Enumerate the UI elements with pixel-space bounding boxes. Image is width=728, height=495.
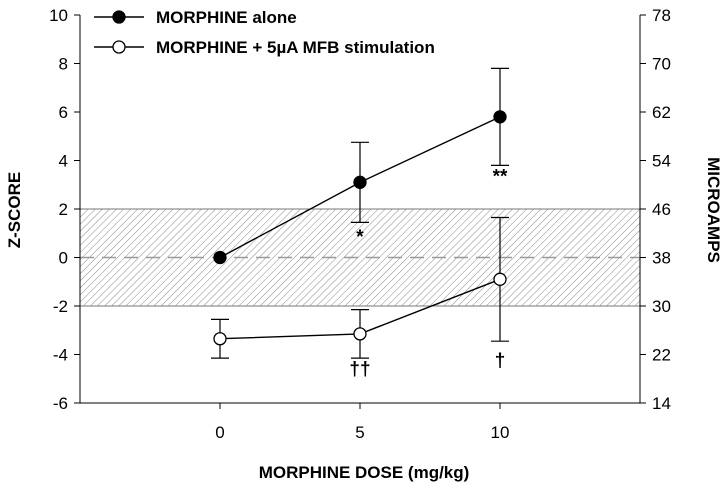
y2-tick-label: 70 bbox=[652, 55, 671, 74]
y-tick-label: 6 bbox=[59, 103, 68, 122]
data-point bbox=[493, 110, 507, 124]
series-1 bbox=[213, 67, 509, 265]
legend-label: MORPHINE + 5µA MFB stimulation bbox=[156, 38, 435, 57]
x-tick-label: 5 bbox=[355, 423, 364, 442]
series-layer bbox=[211, 67, 509, 359]
x-axis-title: MORPHINE DOSE (mg/kg) bbox=[259, 463, 470, 482]
y2-tick-label: 38 bbox=[652, 249, 671, 268]
y2-tick-label: 22 bbox=[652, 346, 671, 365]
y-tick-label: 4 bbox=[59, 152, 68, 171]
y2-tick-label: 54 bbox=[652, 152, 671, 171]
annotations-layer: ***†† † bbox=[349, 166, 508, 380]
y-tick-label: -6 bbox=[53, 394, 68, 413]
y2-tick-label: 14 bbox=[652, 394, 671, 413]
legend-entry-1: MORPHINE alone bbox=[94, 8, 297, 27]
y-tick-label: 10 bbox=[49, 6, 68, 25]
legend-marker bbox=[112, 40, 126, 54]
significance-mark: ** bbox=[493, 166, 508, 187]
y-tick-label: 2 bbox=[59, 200, 68, 219]
y-tick-label: -2 bbox=[53, 297, 68, 316]
significance-mark: † bbox=[495, 351, 506, 372]
legend: MORPHINE alone MORPHINE + 5µA MFB stimula… bbox=[94, 8, 435, 57]
legend-entry-2: MORPHINE + 5µA MFB stimulation bbox=[94, 38, 435, 57]
y2-axis-title: MICROAMPS bbox=[704, 157, 723, 263]
y2-tick-label: 78 bbox=[652, 6, 671, 25]
y-tick-label: 8 bbox=[59, 55, 68, 74]
significance-mark: * bbox=[356, 227, 364, 248]
y-axis-title: Z-SCORE bbox=[5, 172, 24, 249]
y2-tick-label: 30 bbox=[652, 297, 671, 316]
legend-marker bbox=[112, 10, 126, 24]
data-point bbox=[353, 327, 367, 341]
series-2 bbox=[211, 216, 509, 359]
legend-label: MORPHINE alone bbox=[156, 8, 297, 27]
x-tick-label: 10 bbox=[491, 423, 510, 442]
significance-mark: †† bbox=[349, 359, 370, 380]
data-point bbox=[213, 250, 227, 265]
y2-tick-label: 46 bbox=[652, 200, 671, 219]
y-tick-label: -4 bbox=[53, 346, 68, 365]
y-tick-label: 0 bbox=[59, 249, 68, 268]
data-point bbox=[213, 332, 227, 346]
shaded-band-layer bbox=[80, 208, 640, 307]
data-point bbox=[353, 175, 367, 189]
y2-tick-label: 62 bbox=[652, 103, 671, 122]
x-tick-label: 0 bbox=[215, 423, 224, 442]
data-point bbox=[493, 272, 507, 286]
